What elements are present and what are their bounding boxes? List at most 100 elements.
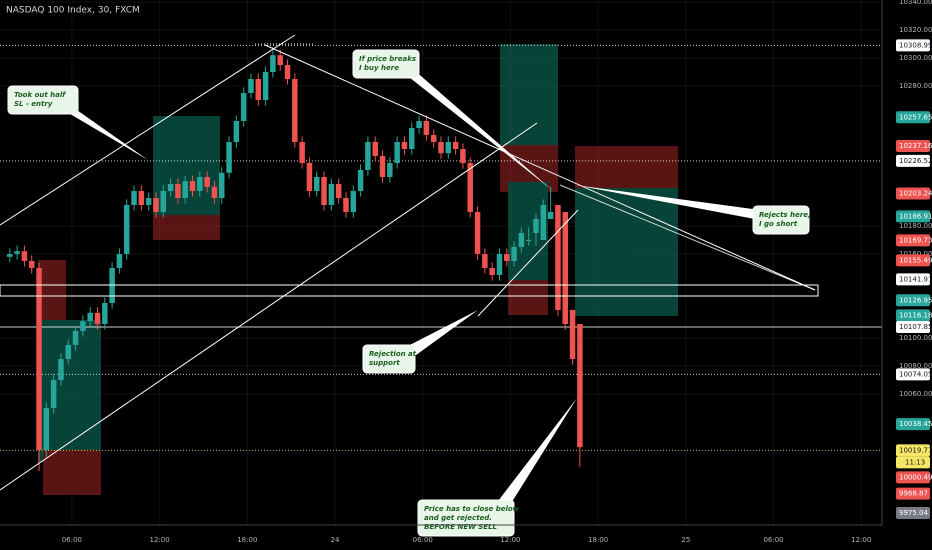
candle-body bbox=[438, 142, 444, 154]
callout-text: I go short bbox=[759, 220, 798, 228]
candle-body bbox=[482, 254, 488, 269]
trend-line bbox=[559, 184, 816, 291]
x-tick-label: 18:00 bbox=[588, 536, 608, 544]
candle-body bbox=[555, 205, 561, 311]
candle-body bbox=[460, 149, 466, 164]
y-tick-label: 10340.00 bbox=[899, 0, 932, 6]
candle-body bbox=[343, 198, 349, 213]
price-tag bbox=[896, 273, 930, 286]
callout-pointer bbox=[575, 185, 760, 220]
candle-body bbox=[189, 181, 196, 192]
price-lines bbox=[0, 44, 882, 451]
candle-body bbox=[167, 184, 174, 192]
candle-body bbox=[131, 191, 137, 206]
y-tick-label: 10160.00 bbox=[899, 250, 932, 258]
y-tick-label: 10280.00 bbox=[899, 82, 932, 90]
candle-body bbox=[182, 181, 188, 199]
x-tick-label: 25 bbox=[681, 536, 690, 544]
candle-body bbox=[277, 55, 283, 66]
price-tag bbox=[896, 210, 930, 223]
candle-body bbox=[445, 142, 452, 154]
price-tag bbox=[896, 309, 930, 322]
price-tag bbox=[896, 234, 930, 247]
candle-body bbox=[102, 303, 108, 325]
candle-body bbox=[21, 251, 28, 262]
price-tag bbox=[896, 254, 930, 267]
candle-body bbox=[416, 121, 422, 129]
price-tag bbox=[896, 154, 930, 167]
x-tick-label: 12:00 bbox=[851, 536, 871, 544]
trend-line bbox=[264, 44, 816, 291]
candle-body bbox=[365, 142, 371, 171]
candle-body bbox=[72, 331, 79, 346]
candle-body bbox=[467, 163, 473, 213]
price-tag bbox=[896, 39, 930, 52]
price-tag bbox=[896, 294, 930, 307]
candle-body bbox=[306, 163, 313, 192]
y-tick-label: 10060.00 bbox=[899, 390, 932, 398]
candle-body bbox=[116, 254, 123, 269]
candle-body bbox=[262, 72, 269, 101]
price-tag-label: 10126.95 bbox=[899, 296, 932, 304]
candle-body bbox=[533, 219, 539, 234]
candle-body bbox=[255, 79, 262, 101]
x-tick-label: 12:00 bbox=[150, 536, 170, 544]
support-zone bbox=[0, 284, 819, 297]
candle-body bbox=[321, 177, 327, 206]
grid bbox=[0, 0, 882, 525]
chart-title: NASDAQ 100 Index, 30, FXCM bbox=[6, 6, 140, 16]
candle-body bbox=[123, 205, 130, 255]
candle-body bbox=[87, 312, 93, 322]
candle-body bbox=[562, 212, 568, 325]
candle-body bbox=[145, 198, 152, 206]
candle-body bbox=[284, 65, 291, 80]
candle-body bbox=[409, 128, 415, 150]
price-tag bbox=[896, 487, 930, 500]
candle-body bbox=[175, 184, 181, 199]
candle-body bbox=[569, 310, 576, 360]
candle-body bbox=[204, 177, 210, 187]
price-tag bbox=[896, 471, 930, 484]
countdown: 11:13 bbox=[905, 458, 925, 466]
candle-body bbox=[394, 142, 400, 164]
candle-body bbox=[80, 321, 86, 332]
candle-body bbox=[292, 79, 298, 143]
callout bbox=[352, 49, 420, 79]
callout-text: Price has to close below bbox=[424, 505, 520, 513]
candle-body bbox=[540, 205, 547, 241]
x-tick-label: 06:00 bbox=[413, 536, 433, 544]
candle-body bbox=[496, 254, 503, 276]
callouts: Took out half SL - entry If price breaks… bbox=[7, 49, 811, 537]
candle-body bbox=[547, 212, 554, 220]
stop-zone bbox=[43, 450, 101, 495]
price-tag-label: 10038.45 bbox=[899, 420, 932, 428]
candle-body bbox=[430, 135, 437, 143]
channel-line bbox=[477, 209, 579, 317]
x-tick-label: 18:00 bbox=[237, 536, 257, 544]
candle-body bbox=[518, 233, 525, 248]
candle-body bbox=[577, 324, 583, 448]
stop-zone bbox=[153, 215, 220, 240]
price-tag-label: 10226.52 bbox=[899, 157, 932, 165]
candle-body bbox=[401, 142, 408, 150]
callout bbox=[7, 85, 79, 115]
price-tag-label: 10308.99 bbox=[899, 41, 932, 49]
candle-body bbox=[423, 121, 430, 136]
candle-body bbox=[240, 93, 247, 122]
candle-body bbox=[58, 359, 64, 381]
price-tag-label: 9988.87 bbox=[899, 490, 928, 498]
callout bbox=[752, 205, 810, 235]
callout-text: SL - entry bbox=[14, 100, 53, 108]
candle-body bbox=[248, 79, 254, 94]
candle-body bbox=[314, 177, 320, 192]
candle-body bbox=[233, 121, 240, 143]
callout-text: If price breaks bbox=[359, 55, 416, 63]
candle-body bbox=[160, 191, 167, 213]
candle-body bbox=[94, 312, 101, 325]
candle-body bbox=[270, 55, 276, 73]
candle-body bbox=[50, 380, 57, 409]
candle-body bbox=[14, 251, 20, 255]
price-tag-label: 10186.91 bbox=[899, 212, 932, 220]
candle-body bbox=[211, 186, 218, 199]
price-tag-label: 10257.65 bbox=[899, 113, 932, 121]
